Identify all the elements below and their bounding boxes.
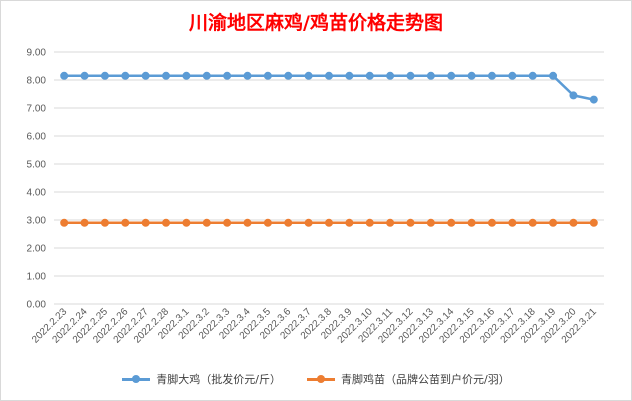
data-point xyxy=(508,218,517,227)
data-point xyxy=(284,218,293,227)
data-point xyxy=(141,71,150,80)
data-point xyxy=(426,71,435,80)
data-point xyxy=(589,95,598,104)
data-point xyxy=(202,218,211,227)
y-tick-label: 4.00 xyxy=(27,188,47,199)
data-point xyxy=(325,218,333,227)
data-point xyxy=(426,218,435,227)
data-point xyxy=(162,218,171,227)
data-point xyxy=(549,71,558,80)
data-point xyxy=(223,218,232,227)
data-point xyxy=(263,71,272,80)
legend-item-chick: 青脚鸡苗（品牌公苗到户价元/羽） xyxy=(307,371,510,387)
data-point xyxy=(467,71,476,80)
data-point xyxy=(243,218,252,227)
data-point xyxy=(223,71,232,80)
legend-label-broiler: 青脚大鸡（批发价元/斤） xyxy=(156,373,281,386)
data-point xyxy=(386,71,395,80)
y-tick-label: 3.00 xyxy=(27,216,47,227)
data-point xyxy=(182,218,191,227)
data-point xyxy=(80,218,89,227)
data-point xyxy=(60,218,69,227)
data-point xyxy=(447,218,456,227)
data-point xyxy=(508,71,517,80)
legend-swatch-broiler xyxy=(122,374,151,384)
data-point xyxy=(528,218,537,227)
data-point xyxy=(406,218,415,227)
series-1 xyxy=(60,218,598,227)
data-point xyxy=(80,71,89,80)
legend: 青脚大鸡（批发价元/斤） 青脚鸡苗（品牌公苗到户价元/羽） xyxy=(0,370,632,388)
legend-item-broiler: 青脚大鸡（批发价元/斤） xyxy=(122,371,281,387)
y-axis-ticks: 0.00 1.00 2.00 3.00 4.00 5.00 6.00 7.00 8.00 9.00 xyxy=(27,48,47,311)
series-0 xyxy=(60,71,598,104)
data-point xyxy=(447,71,456,80)
data-point xyxy=(345,71,354,80)
data-point xyxy=(100,71,109,80)
data-point xyxy=(100,218,109,227)
data-point xyxy=(284,71,293,80)
data-point xyxy=(487,71,496,80)
data-point xyxy=(569,218,578,227)
x-axis-ticks: 2022.2.232022.2.242022.2.252022.2.262022… xyxy=(30,306,599,346)
data-point xyxy=(202,71,211,80)
data-point xyxy=(325,71,333,80)
data-point xyxy=(121,218,130,227)
y-tick-label: 6.00 xyxy=(27,132,47,143)
data-point xyxy=(304,71,313,80)
legend-label-chick: 青脚鸡苗（品牌公苗到户价元/羽） xyxy=(341,373,510,386)
data-point xyxy=(304,218,313,227)
chart-title: 川渝地区麻鸡/鸡苗价格走势图 xyxy=(189,12,443,34)
data-point xyxy=(487,218,496,227)
y-tick-label: 0.00 xyxy=(27,300,47,311)
data-point xyxy=(162,71,171,80)
data-point xyxy=(182,71,191,80)
data-point xyxy=(386,218,395,227)
y-tick-label: 7.00 xyxy=(27,104,47,115)
data-point xyxy=(467,218,476,227)
data-point xyxy=(243,71,252,80)
y-tick-label: 2.00 xyxy=(27,244,47,255)
legend-swatch-chick xyxy=(307,374,335,384)
data-point xyxy=(406,71,415,80)
y-tick-label: 9.00 xyxy=(27,48,47,59)
data-point xyxy=(263,218,272,227)
data-point xyxy=(528,71,537,80)
data-point xyxy=(345,218,354,227)
data-point xyxy=(365,71,374,80)
data-point xyxy=(121,71,130,80)
gridlines xyxy=(54,51,604,305)
series-group xyxy=(60,71,598,227)
data-point xyxy=(365,218,374,227)
data-point xyxy=(569,91,578,100)
y-tick-label: 8.00 xyxy=(27,76,47,87)
data-point xyxy=(549,218,558,227)
y-tick-label: 1.00 xyxy=(27,272,47,283)
data-point xyxy=(141,218,150,227)
y-tick-label: 5.00 xyxy=(27,160,47,171)
data-point xyxy=(589,218,598,227)
data-point xyxy=(60,71,69,80)
